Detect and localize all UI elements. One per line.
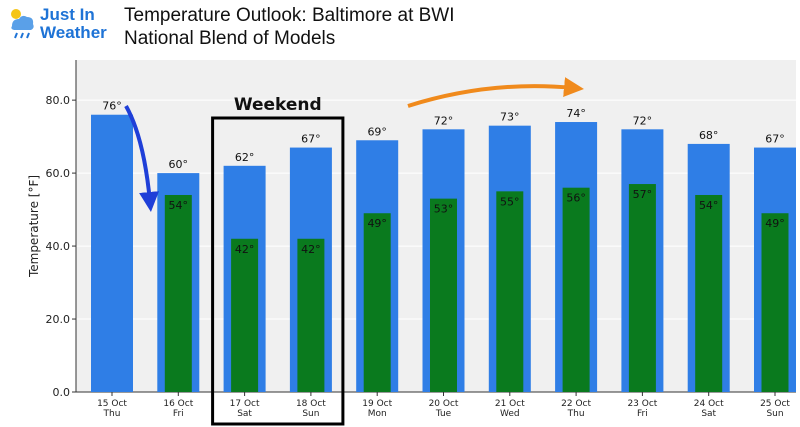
logo-line-2: Weather: [40, 23, 107, 42]
low-temp-bar: [231, 238, 259, 392]
x-tick-date: 17 Oct: [230, 399, 260, 409]
high-temp-label: 76°: [102, 100, 122, 113]
x-tick-date: 24 Oct: [694, 399, 724, 409]
y-axis-label: Temperature [°F]: [27, 175, 41, 278]
low-temp-label: 56°: [566, 192, 586, 205]
x-tick-date: 15 Oct: [97, 399, 127, 409]
x-tick-day: Sat: [701, 409, 716, 419]
high-temp-label: 60°: [169, 158, 189, 171]
y-tick-label: 60.0: [46, 167, 71, 180]
low-temp-label: 54°: [169, 199, 189, 212]
low-temp-label: 49°: [367, 217, 387, 230]
x-tick-date: 19 Oct: [362, 399, 392, 409]
high-temp-label: 72°: [434, 114, 454, 127]
y-tick-label: 80.0: [46, 94, 71, 107]
just-in-weather-logo: Just In Weather: [8, 4, 120, 50]
x-tick-day: Wed: [500, 409, 520, 419]
y-tick-label: 20.0: [46, 313, 71, 326]
x-tick-day: Fri: [637, 409, 648, 419]
high-temp-label: 68°: [699, 129, 719, 142]
weather-cloud-icon: [11, 9, 34, 39]
low-temp-bar: [695, 194, 723, 392]
x-tick-date: 22 Oct: [561, 399, 591, 409]
high-temp-label: 69°: [367, 125, 387, 138]
low-temp-label: 53°: [434, 203, 454, 216]
low-temp-label: 42°: [301, 243, 321, 256]
low-temp-label: 54°: [699, 199, 719, 212]
high-temp-bar: [91, 114, 133, 392]
x-tick-date: 20 Oct: [429, 399, 459, 409]
low-temp-bar: [430, 198, 457, 392]
high-temp-label: 73°: [500, 111, 520, 124]
chart-title: Temperature Outlook: Baltimore at BWI: [124, 5, 455, 26]
x-tick-date: 25 Oct: [760, 399, 790, 409]
x-tick-date: 21 Oct: [495, 399, 525, 409]
low-temp-bar: [628, 184, 656, 392]
x-tick-day: Sun: [302, 409, 319, 419]
x-tick-date: 23 Oct: [627, 399, 657, 409]
high-temp-label: 67°: [765, 133, 785, 146]
chart-subtitle: National Blend of Models: [124, 28, 336, 49]
x-tick-day: Tue: [435, 409, 452, 419]
weekend-box: [211, 116, 345, 426]
low-temp-bar: [761, 213, 789, 392]
high-temp-label: 67°: [301, 133, 321, 146]
low-temp-label: 42°: [235, 243, 255, 256]
low-temp-label: 57°: [633, 188, 653, 201]
low-temp-bar: [297, 238, 325, 392]
x-tick-day: Thu: [103, 409, 121, 419]
low-temp-bar: [496, 191, 524, 392]
y-tick-label: 0.0: [53, 386, 71, 399]
low-temp-bar: [363, 213, 391, 392]
low-temp-bar: [164, 194, 192, 392]
x-tick-date: 16 Oct: [163, 399, 193, 409]
low-temp-label: 55°: [500, 195, 520, 208]
weekend-label: Weekend: [234, 95, 322, 115]
warmup-arrow: [407, 77, 584, 108]
x-tick-date: 18 Oct: [296, 399, 326, 409]
logo-line-1: Just In: [40, 5, 95, 24]
x-tick-day: Sat: [237, 409, 252, 419]
low-temp-bar: [562, 187, 590, 392]
y-tick-label: 40.0: [46, 240, 71, 253]
high-temp-label: 74°: [566, 107, 586, 120]
high-temp-label: 62°: [235, 151, 255, 164]
x-tick-day: Sun: [766, 409, 783, 419]
x-tick-day: Thu: [567, 409, 585, 419]
x-tick-day: Fri: [173, 409, 184, 419]
high-temp-label: 72°: [633, 114, 653, 127]
low-temp-label: 49°: [765, 217, 785, 230]
x-tick-day: Mon: [368, 409, 387, 419]
cooldown-arrow: [124, 105, 160, 212]
